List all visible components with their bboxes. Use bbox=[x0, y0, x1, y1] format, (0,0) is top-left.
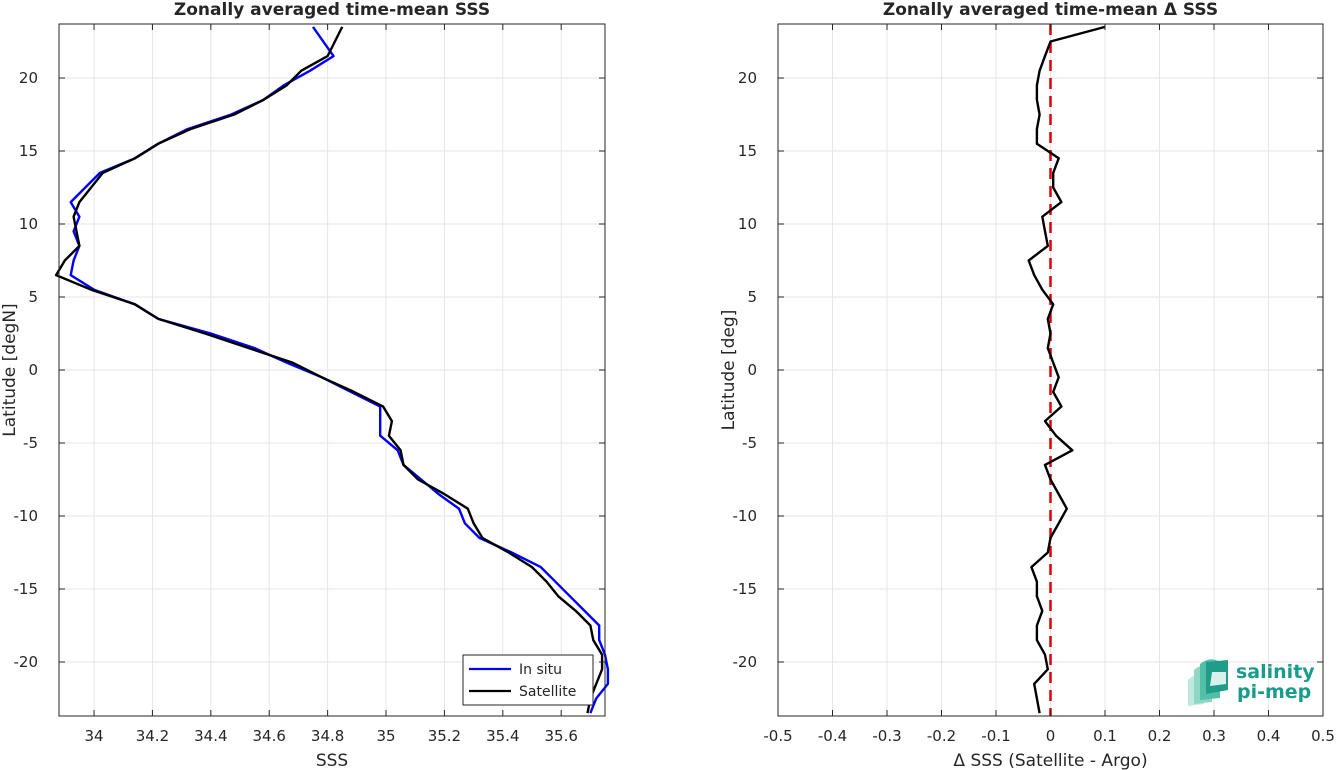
right-y-tick-label: 0 bbox=[747, 361, 757, 379]
logo-text-salinity: salinity bbox=[1236, 661, 1315, 683]
left-tick-marks bbox=[59, 24, 605, 716]
left-x-tick-label: 35.6 bbox=[545, 727, 578, 745]
right-y-axis-label: Latitude [deg] bbox=[719, 310, 739, 431]
series-line-satellite bbox=[54, 26, 604, 714]
left-y-tick-label: -10 bbox=[14, 507, 39, 525]
right-series-lines bbox=[1027, 25, 1106, 714]
right-x-tick-label: 0.4 bbox=[1257, 727, 1281, 745]
left-x-tick-label: 35.4 bbox=[486, 727, 519, 745]
right-y-tick-label: -20 bbox=[733, 653, 758, 671]
salinity-pi-mep-logo: salinity pi-mep bbox=[1188, 659, 1315, 706]
left-grid bbox=[59, 24, 605, 716]
left-x-tick-label: 35.2 bbox=[428, 727, 461, 745]
right-x-tick-label: -0.4 bbox=[818, 727, 847, 745]
legend-label-in-situ: In situ bbox=[519, 662, 562, 678]
right-x-axis-label: Δ SSS (Satellite - Argo) bbox=[953, 751, 1147, 770]
left-y-tick-label: -5 bbox=[23, 434, 38, 452]
right-y-tick-label: -15 bbox=[733, 580, 758, 598]
left-x-tick-label: 35 bbox=[376, 727, 395, 745]
left-x-tick-label: 34.2 bbox=[136, 727, 169, 745]
left-y-tick-label: -15 bbox=[14, 580, 39, 598]
left-x-tick-label: 34.6 bbox=[253, 727, 286, 745]
logo-text-pi-mep: pi-mep bbox=[1237, 681, 1311, 703]
left-y-tick-label: 5 bbox=[28, 288, 38, 306]
left-x-axis-label: SSS bbox=[316, 751, 348, 770]
right-tick-marks bbox=[777, 24, 1324, 716]
left-y-tick-label: 10 bbox=[19, 215, 38, 233]
left-y-tick-label: 0 bbox=[28, 361, 38, 379]
legend-label-satellite: Satellite bbox=[519, 684, 576, 700]
right-x-tick-label: 0.3 bbox=[1202, 727, 1226, 745]
left-series-lines bbox=[54, 26, 610, 714]
left-y-tick-label: 15 bbox=[19, 142, 38, 160]
right-y-tick-label: -5 bbox=[742, 434, 757, 452]
right-y-tick-label: 10 bbox=[738, 215, 757, 233]
left-y-axis-label: Latitude [degN] bbox=[0, 303, 20, 436]
right-x-tick-label: -0.1 bbox=[981, 727, 1010, 745]
right-x-tick-label: -0.2 bbox=[927, 727, 956, 745]
legend-box bbox=[462, 654, 594, 706]
right-y-tick-label: 15 bbox=[738, 142, 757, 160]
left-x-tick-label: 34 bbox=[84, 727, 103, 745]
left-x-tick-label: 34.8 bbox=[311, 727, 344, 745]
delta-sss-panel: Zonally averaged time-mean Δ SSS Δ SSS (… bbox=[719, 0, 1335, 770]
left-chart-title: Zonally averaged time-mean SSS bbox=[174, 0, 490, 20]
right-x-tick-label: 0.2 bbox=[1148, 727, 1172, 745]
right-y-tick-label: 5 bbox=[747, 288, 757, 306]
right-x-tick-label: -0.3 bbox=[872, 727, 901, 745]
right-x-tick-label: 0.1 bbox=[1093, 727, 1117, 745]
right-x-tick-label: -0.5 bbox=[763, 727, 792, 745]
logo-wave-icon bbox=[1188, 659, 1228, 706]
left-y-tick-label: 20 bbox=[19, 69, 38, 87]
left-x-tick-label: 34.4 bbox=[194, 727, 227, 745]
series-line-right-0 bbox=[1027, 25, 1106, 714]
right-x-tick-label: 0.5 bbox=[1311, 727, 1335, 745]
left-y-tick-label: -20 bbox=[14, 653, 39, 671]
right-x-tick-label: 0 bbox=[1046, 727, 1056, 745]
right-y-tick-label: -10 bbox=[733, 507, 758, 525]
right-y-tick-label: 20 bbox=[738, 69, 757, 87]
sss-profile-panel: Zonally averaged time-mean SSS SSS Latit… bbox=[0, 0, 610, 770]
legend: In situ Satellite bbox=[462, 654, 594, 706]
right-chart-title: Zonally averaged time-mean Δ SSS bbox=[883, 0, 1218, 20]
